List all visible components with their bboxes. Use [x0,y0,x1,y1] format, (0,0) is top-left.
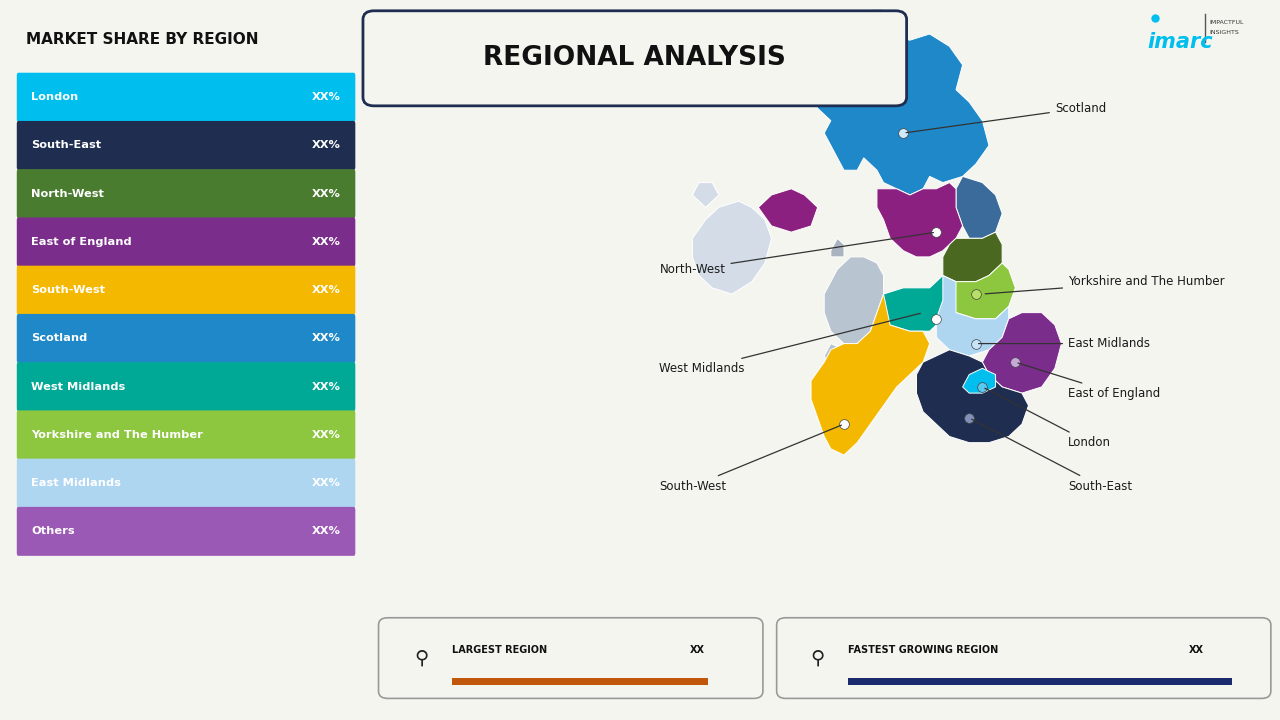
Polygon shape [812,22,989,195]
FancyBboxPatch shape [452,678,708,685]
Polygon shape [858,9,890,28]
Polygon shape [692,183,719,207]
Text: East of England: East of England [1018,363,1160,400]
FancyBboxPatch shape [777,618,1271,698]
Text: FASTEST GROWING REGION: FASTEST GROWING REGION [849,645,998,655]
Text: XX: XX [1189,645,1203,655]
Polygon shape [963,369,996,393]
Text: INSIGHTS: INSIGHTS [1210,30,1239,35]
Text: South-East: South-East [972,419,1133,492]
FancyBboxPatch shape [379,618,763,698]
FancyBboxPatch shape [17,459,356,508]
Polygon shape [824,257,883,343]
Polygon shape [758,189,818,232]
FancyBboxPatch shape [17,121,356,170]
Text: South-East: South-East [31,140,101,150]
Polygon shape [877,276,950,331]
Text: East Midlands: East Midlands [31,478,120,488]
FancyBboxPatch shape [17,217,356,266]
FancyBboxPatch shape [17,266,356,315]
Text: Scotland: Scotland [906,102,1106,132]
Text: London: London [31,92,78,102]
Text: North-West: North-West [31,189,104,199]
FancyBboxPatch shape [17,314,356,363]
Text: XX%: XX% [312,382,340,392]
Text: Scotland: Scotland [31,333,87,343]
Text: XX%: XX% [312,478,340,488]
FancyBboxPatch shape [17,410,356,459]
Polygon shape [916,350,1029,443]
Text: North-West: North-West [659,233,933,276]
Text: MARKET SHARE BY REGION: MARKET SHARE BY REGION [26,32,259,48]
Text: REGIONAL ANALYSIS: REGIONAL ANALYSIS [484,45,786,71]
Polygon shape [877,183,963,257]
FancyBboxPatch shape [849,678,1233,685]
Text: XX%: XX% [312,140,340,150]
Text: London: London [984,388,1111,449]
Text: Yorkshire and The Humber: Yorkshire and The Humber [986,275,1225,294]
Text: XX%: XX% [312,526,340,536]
Text: XX%: XX% [312,92,340,102]
Polygon shape [982,312,1061,393]
Text: East of England: East of England [31,237,132,247]
FancyBboxPatch shape [17,362,356,411]
Text: XX%: XX% [312,189,340,199]
Polygon shape [950,263,1015,319]
Text: XX%: XX% [312,333,340,343]
Text: East Midlands: East Midlands [979,337,1149,350]
Text: ⚲: ⚲ [810,649,824,667]
Text: XX%: XX% [312,430,340,440]
Text: Yorkshire and The Humber: Yorkshire and The Humber [31,430,204,440]
Text: LARGEST REGION: LARGEST REGION [452,645,547,655]
Text: IMPACTFUL: IMPACTFUL [1210,20,1244,25]
FancyBboxPatch shape [364,11,906,106]
Polygon shape [943,232,1002,282]
Polygon shape [692,201,772,294]
FancyBboxPatch shape [17,73,356,122]
Text: ⚲: ⚲ [415,649,429,667]
Polygon shape [831,238,844,257]
Polygon shape [824,9,851,28]
Text: XX%: XX% [312,237,340,247]
FancyBboxPatch shape [17,169,356,218]
Text: West Midlands: West Midlands [31,382,125,392]
Text: South-West: South-West [659,425,841,492]
Polygon shape [812,294,929,455]
FancyBboxPatch shape [17,507,356,556]
Text: XX: XX [690,645,705,655]
Text: Others: Others [31,526,74,536]
Text: imarc: imarc [1147,32,1213,53]
Text: West Midlands: West Midlands [659,313,920,375]
Polygon shape [956,176,1002,238]
Text: South-West: South-West [31,285,105,295]
Polygon shape [936,276,1009,356]
Polygon shape [824,343,844,369]
Text: XX%: XX% [312,285,340,295]
